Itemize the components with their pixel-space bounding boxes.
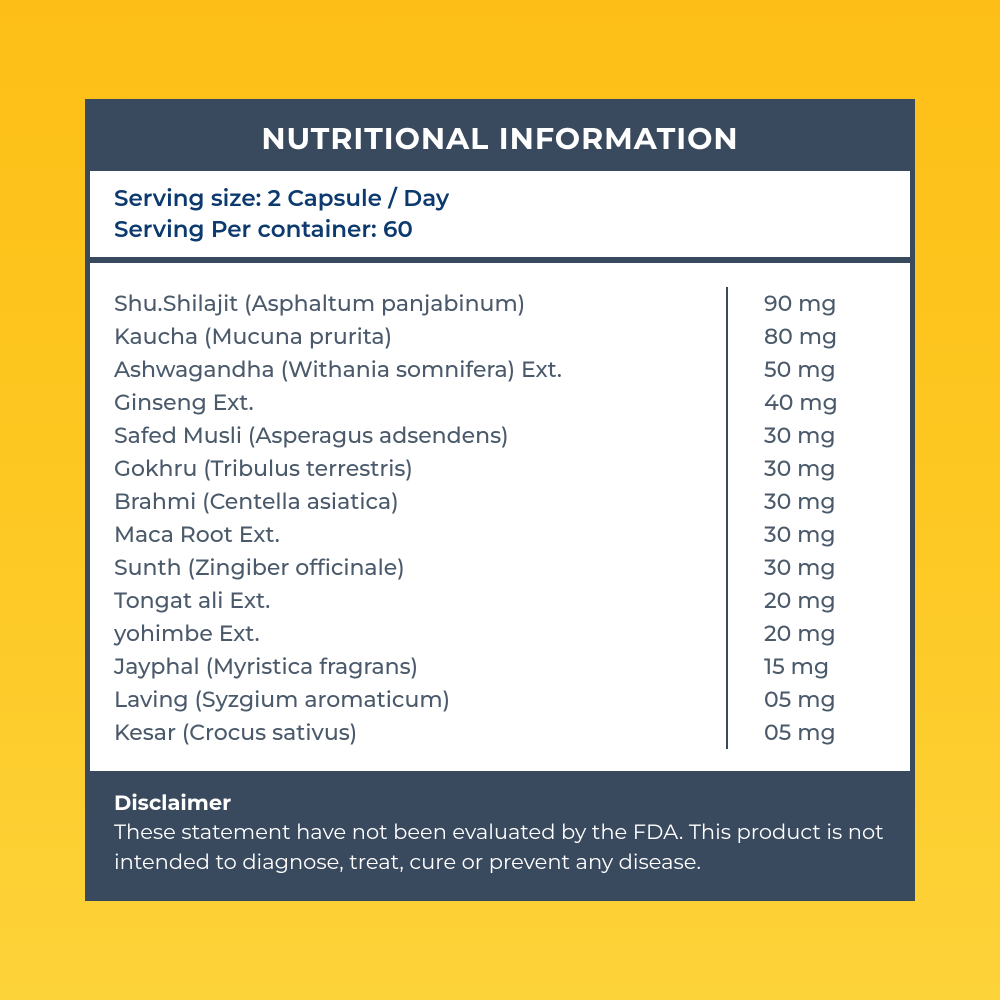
ingredient-name: Kesar (Crocus sativus) (114, 716, 666, 749)
ingredient-amount: 30 mg (764, 419, 886, 452)
panel-title: NUTRITIONAL INFORMATION (90, 104, 910, 171)
ingredient-amount: 20 mg (764, 584, 886, 617)
ingredient-name: Ginseng Ext. (114, 386, 666, 419)
ingredient-amount: 40 mg (764, 386, 886, 419)
ingredient-name: Gokhru (Tribulus terrestris) (114, 452, 666, 485)
ingredients-table: Shu.Shilajit (Asphaltum panjabinum) Kauc… (90, 263, 910, 771)
serving-size: Serving size: 2 Capsule / Day (114, 183, 886, 214)
ingredient-name: Shu.Shilajit (Asphaltum panjabinum) (114, 287, 666, 320)
ingredient-amount: 30 mg (764, 452, 886, 485)
ingredient-name: Maca Root Ext. (114, 518, 666, 551)
ingredient-amount: 90 mg (764, 287, 886, 320)
ingredient-name: yohimbe Ext. (114, 617, 666, 650)
ingredient-amounts-column: 90 mg 80 mg 50 mg 40 mg 30 mg 30 mg 30 m… (726, 287, 886, 749)
disclaimer-title: Disclaimer (114, 791, 886, 816)
ingredient-name: Tongat ali Ext. (114, 584, 666, 617)
serving-per-container: Serving Per container: 60 (114, 214, 886, 245)
ingredient-amount: 15 mg (764, 650, 886, 683)
ingredient-name: Safed Musli (Asperagus adsendens) (114, 419, 666, 452)
ingredient-amount: 50 mg (764, 353, 886, 386)
ingredient-amount: 30 mg (764, 518, 886, 551)
ingredient-name: Laving (Syzgium aromaticum) (114, 683, 666, 716)
ingredient-amount: 80 mg (764, 320, 886, 353)
serving-info: Serving size: 2 Capsule / Day Serving Pe… (90, 171, 910, 257)
ingredient-amount: 05 mg (764, 683, 886, 716)
ingredient-name: Sunth (Zingiber officinale) (114, 551, 666, 584)
ingredient-name: Ashwagandha (Withania somnifera) Ext. (114, 353, 666, 386)
ingredient-amount: 20 mg (764, 617, 886, 650)
nutrition-panel: NUTRITIONAL INFORMATION Serving size: 2 … (85, 99, 915, 901)
disclaimer-section: Disclaimer These statement have not been… (90, 771, 910, 877)
ingredient-names-column: Shu.Shilajit (Asphaltum panjabinum) Kauc… (114, 287, 726, 749)
ingredient-name: Brahmi (Centella asiatica) (114, 485, 666, 518)
ingredient-amount: 30 mg (764, 485, 886, 518)
ingredient-amount: 30 mg (764, 551, 886, 584)
ingredient-amount: 05 mg (764, 716, 886, 749)
disclaimer-text: These statement have not been evaluated … (114, 818, 886, 877)
ingredient-name: Jayphal (Myristica fragrans) (114, 650, 666, 683)
ingredient-name: Kaucha (Mucuna prurita) (114, 320, 666, 353)
